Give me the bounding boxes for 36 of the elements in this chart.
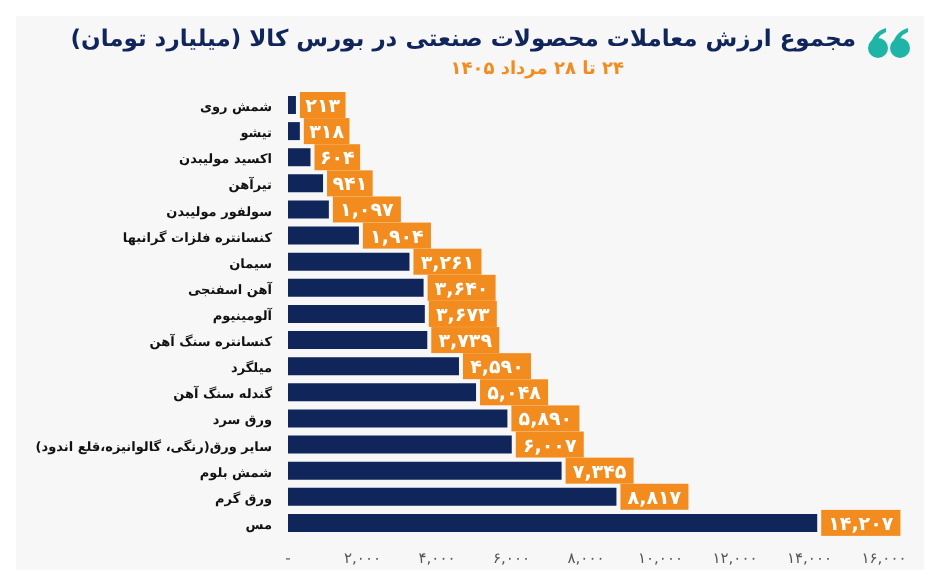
bar: [288, 435, 512, 454]
data-label: ۱۴,۲۰۷: [828, 513, 894, 536]
bar: [288, 148, 311, 167]
data-label: ۷,۳۴۵: [572, 461, 627, 484]
chart-title: مجموع ارزش معاملات محصولات صنعتی در بورس کالا (میلیارد تومان): [70, 24, 856, 52]
data-label: ۱,۹۰۴: [370, 226, 425, 249]
data-label: ۳,۷۳۹: [438, 331, 493, 354]
data-label: ۱,۰۹۷: [340, 200, 395, 223]
bar: [288, 278, 424, 297]
bar: [288, 174, 324, 193]
chart-subtitle: ۲۴ تا ۲۸ مرداد ۱۴۰۵: [450, 60, 624, 80]
data-label: ۴,۵۹۰: [470, 357, 524, 380]
data-label: ۹۴۱: [332, 174, 368, 197]
bar: [288, 487, 617, 506]
data-label: ۵,۰۴۸: [487, 383, 542, 406]
bar: [288, 200, 329, 219]
bar: [288, 461, 562, 480]
bar: [288, 409, 508, 428]
data-label: ۸,۸۱۷: [627, 487, 682, 510]
bar: [288, 513, 818, 532]
data-label: ۶,۰۰۷: [522, 435, 577, 458]
bar: [288, 357, 459, 376]
bar: [288, 252, 410, 271]
data-label: ۳,۶۷۳: [436, 304, 491, 327]
bar: [288, 96, 296, 114]
data-label: ۳,۲۶۱: [420, 252, 475, 275]
data-label: ۲۱۳: [305, 96, 341, 118]
data-label: ۳۱۸: [309, 122, 345, 145]
data-label: ۵,۸۹۰: [518, 409, 573, 432]
bar: [288, 226, 359, 245]
bar: [288, 383, 477, 402]
data-label: ۶۰۴: [319, 148, 356, 171]
bar: [288, 122, 300, 141]
data-label: ۳,۶۴۰: [434, 278, 489, 301]
bar: [288, 304, 425, 323]
bar: [288, 331, 428, 350]
